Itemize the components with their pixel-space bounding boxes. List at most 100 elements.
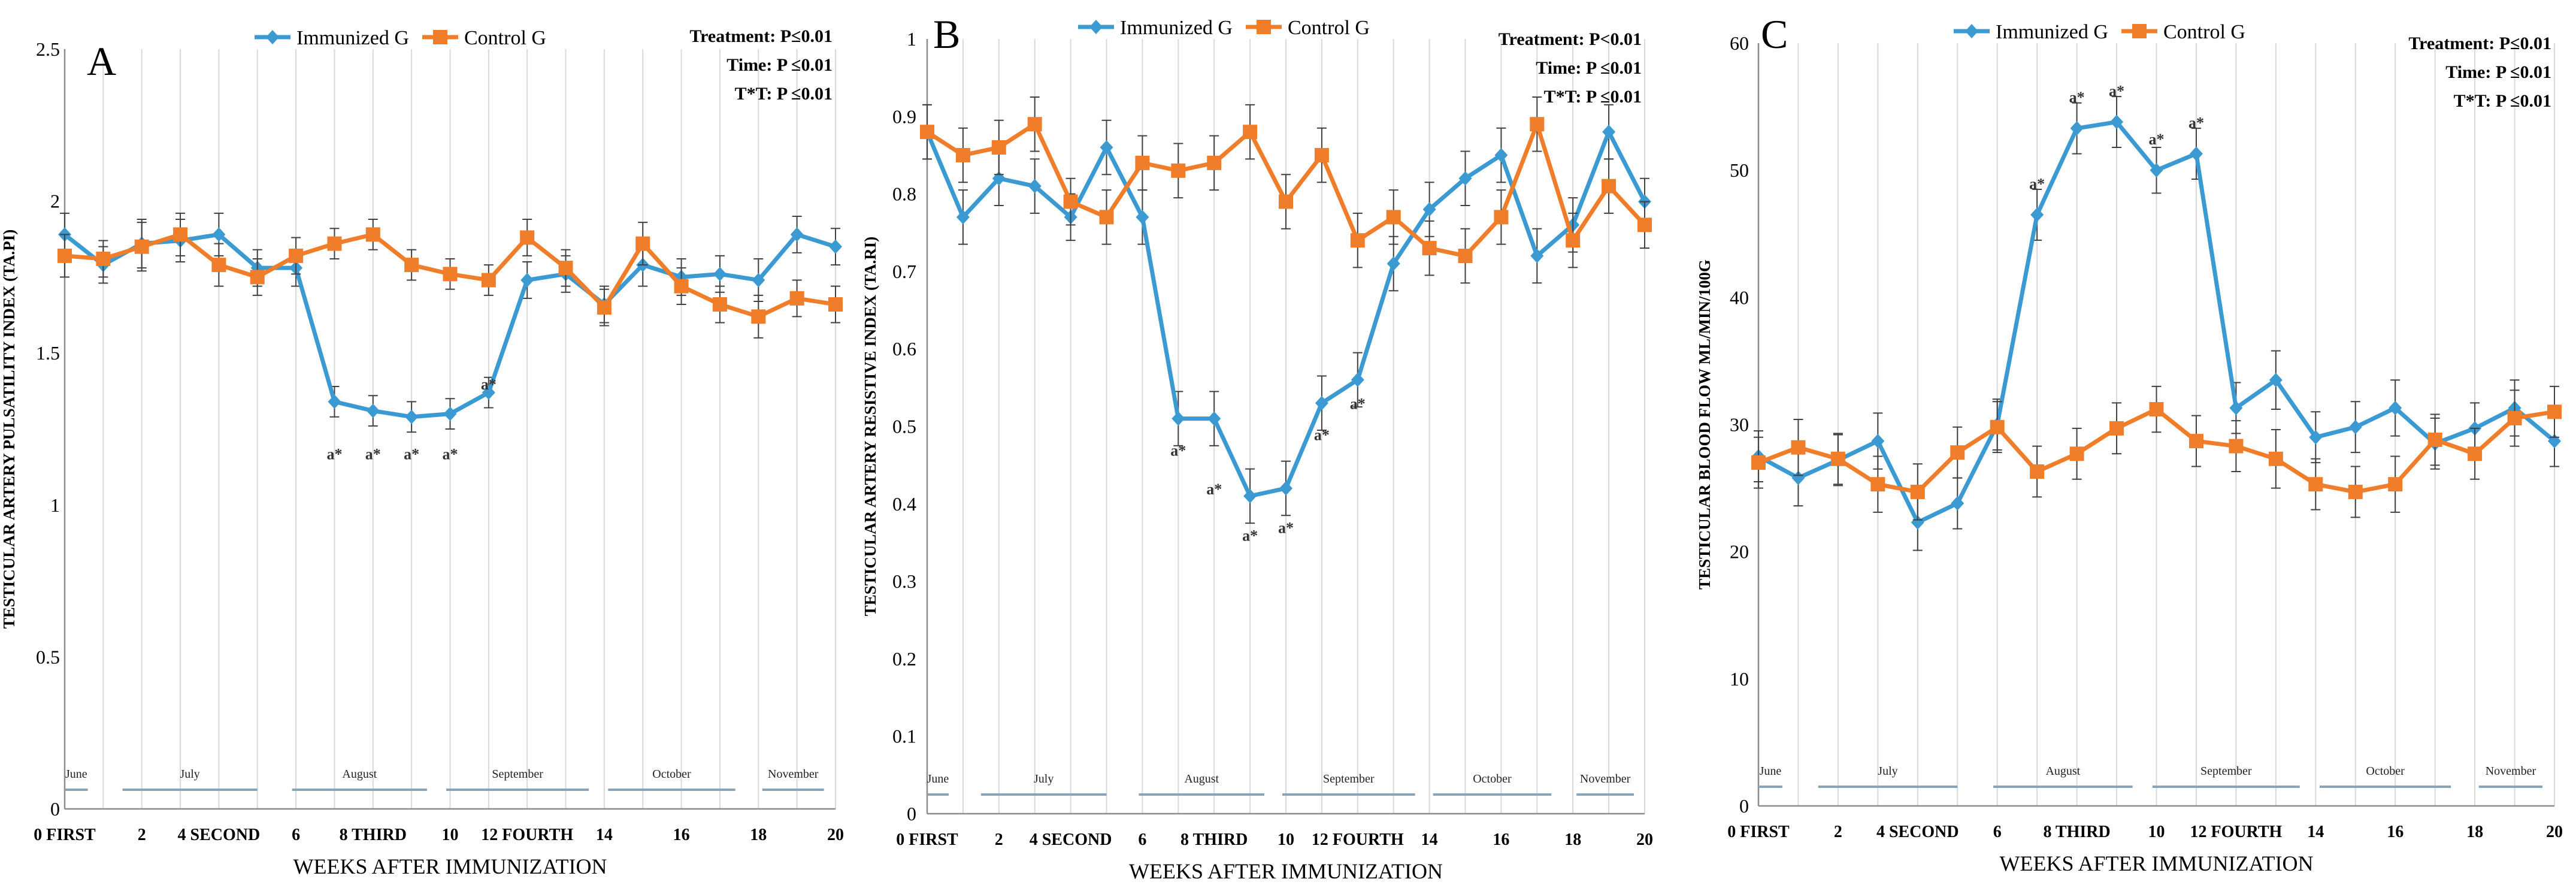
x-tick-label: 18 [2466,823,2483,841]
control-point [2388,477,2403,492]
control-point [1791,440,1806,455]
control-point [1830,451,1845,466]
stats-line: Treatment: P<0.01 [1499,29,1642,49]
legend-immunized-label: Immunized G [296,27,409,49]
chart-panel-a: 0 0.5 1 1.5 2 2.5 0 FIRST 2 4 SECOND 6 8 THIRD 10 12… [0,26,844,878]
control-point [1243,125,1258,140]
legend-immunized-label: Immunized G [1996,21,2108,43]
control-point [1279,194,1293,209]
immunized-point [1951,496,1964,511]
stats-line: T*T: P ≤0.01 [2454,91,2551,111]
control-point [1027,117,1042,132]
month-label: June [65,768,87,781]
control-point [1171,163,1186,178]
legend-control-marker [1257,20,1271,34]
y-tick-label: 0 [907,803,916,824]
significance-label: a* [1278,520,1294,537]
month-label: August [1184,772,1219,786]
x-tick-label: 8 THIRD [2043,823,2110,841]
control-point [712,297,727,312]
control-point [250,270,265,285]
significance-label: a* [404,446,419,463]
x-axis-title: WEEKS AFTER IMMUNIZATION [2000,851,2314,875]
immunized-point [1422,202,1436,217]
x-tick-label: 6 [1138,830,1146,849]
immunized-point [1136,210,1149,225]
immunized-point [1602,125,1616,140]
x-tick-label: 18 [1564,830,1581,849]
immunized-point [443,406,457,421]
x-tick-label: 20 [1636,830,1653,849]
control-point [2348,484,2363,499]
immunized-point [956,210,970,225]
legend-control-label: Control G [1288,17,1370,39]
immunized-point [2229,400,2243,415]
panel-letter: A [87,38,116,84]
y-tick-label: 0.9 [892,105,916,127]
month-label: August [342,768,377,781]
immunized-point [212,227,226,242]
significance-label: a* [2029,175,2045,192]
control-point [173,227,188,242]
month-label: November [2486,765,2536,778]
immunized-point [2030,207,2044,222]
month-label: June [1760,765,1782,778]
control-point [520,230,535,245]
x-tick-label: 20 [2546,823,2563,841]
immunized-point [790,227,804,242]
immunized-point [1100,140,1113,155]
control-point [134,239,149,254]
significance-label: a* [365,446,381,463]
control-point [1494,210,1509,225]
immunized-point [752,273,765,288]
y-tick-label: 2 [50,191,60,212]
immunized-point [366,403,380,418]
control-point [1314,147,1329,162]
control-point [1870,477,1885,492]
significance-label: a* [1206,481,1222,498]
y-axis-title: TESTICULAR ARTERY PULSATILITY INDEX (TA.… [0,229,18,629]
legend-immunized-marker [266,30,279,44]
legend-control-marker [2132,24,2147,38]
control-point [443,267,458,282]
x-tick-label: 0 FIRST [34,826,96,844]
immunized-point [2389,400,2402,415]
month-label: September [492,768,543,781]
control-point [1751,455,1766,470]
x-axis-title: WEEKS AFTER IMMUNIZATION [293,854,607,878]
y-tick-label: 0.5 [36,646,60,668]
immunized-point [2150,163,2163,178]
control-series [57,212,843,339]
control-point [2268,451,2283,466]
x-tick-label: 12 FOURTH [1312,830,1404,849]
significance-label: a* [481,376,497,393]
y-tick-label: 2.5 [36,38,60,60]
legend-control-label: Control G [2163,21,2245,43]
control-point [828,297,843,312]
control-point [2507,410,2522,425]
control-point [2069,446,2084,461]
immunized-point [1494,147,1508,162]
control-point [597,300,612,315]
control-point [1602,179,1617,194]
x-tick-label: 12 FOURTH [2190,823,2283,841]
control-point [1207,155,1222,170]
immunized-point [1172,411,1185,426]
month-label: July [1034,772,1054,786]
immunized-point [1871,434,1885,449]
y-tick-label: 1 [50,494,60,516]
significance-label: a* [326,446,342,463]
immunized-point [2309,430,2323,445]
control-point [327,236,342,251]
control-point [751,309,766,324]
chart-panel-c: 0 10 20 30 40 50 60 0 FIRST 2 4 SECOND 6 8 THIRD 10 1… [1696,11,2563,875]
control-point [2468,446,2483,461]
y-tick-label: 10 [1730,668,1749,690]
control-point [1135,155,1150,170]
y-tick-label: 30 [1730,414,1749,436]
control-point [955,147,970,162]
x-tick-label: 2 [1834,823,1842,841]
control-series [920,96,1652,284]
significance-label: a* [443,446,458,463]
panel-letter: B [933,11,960,57]
